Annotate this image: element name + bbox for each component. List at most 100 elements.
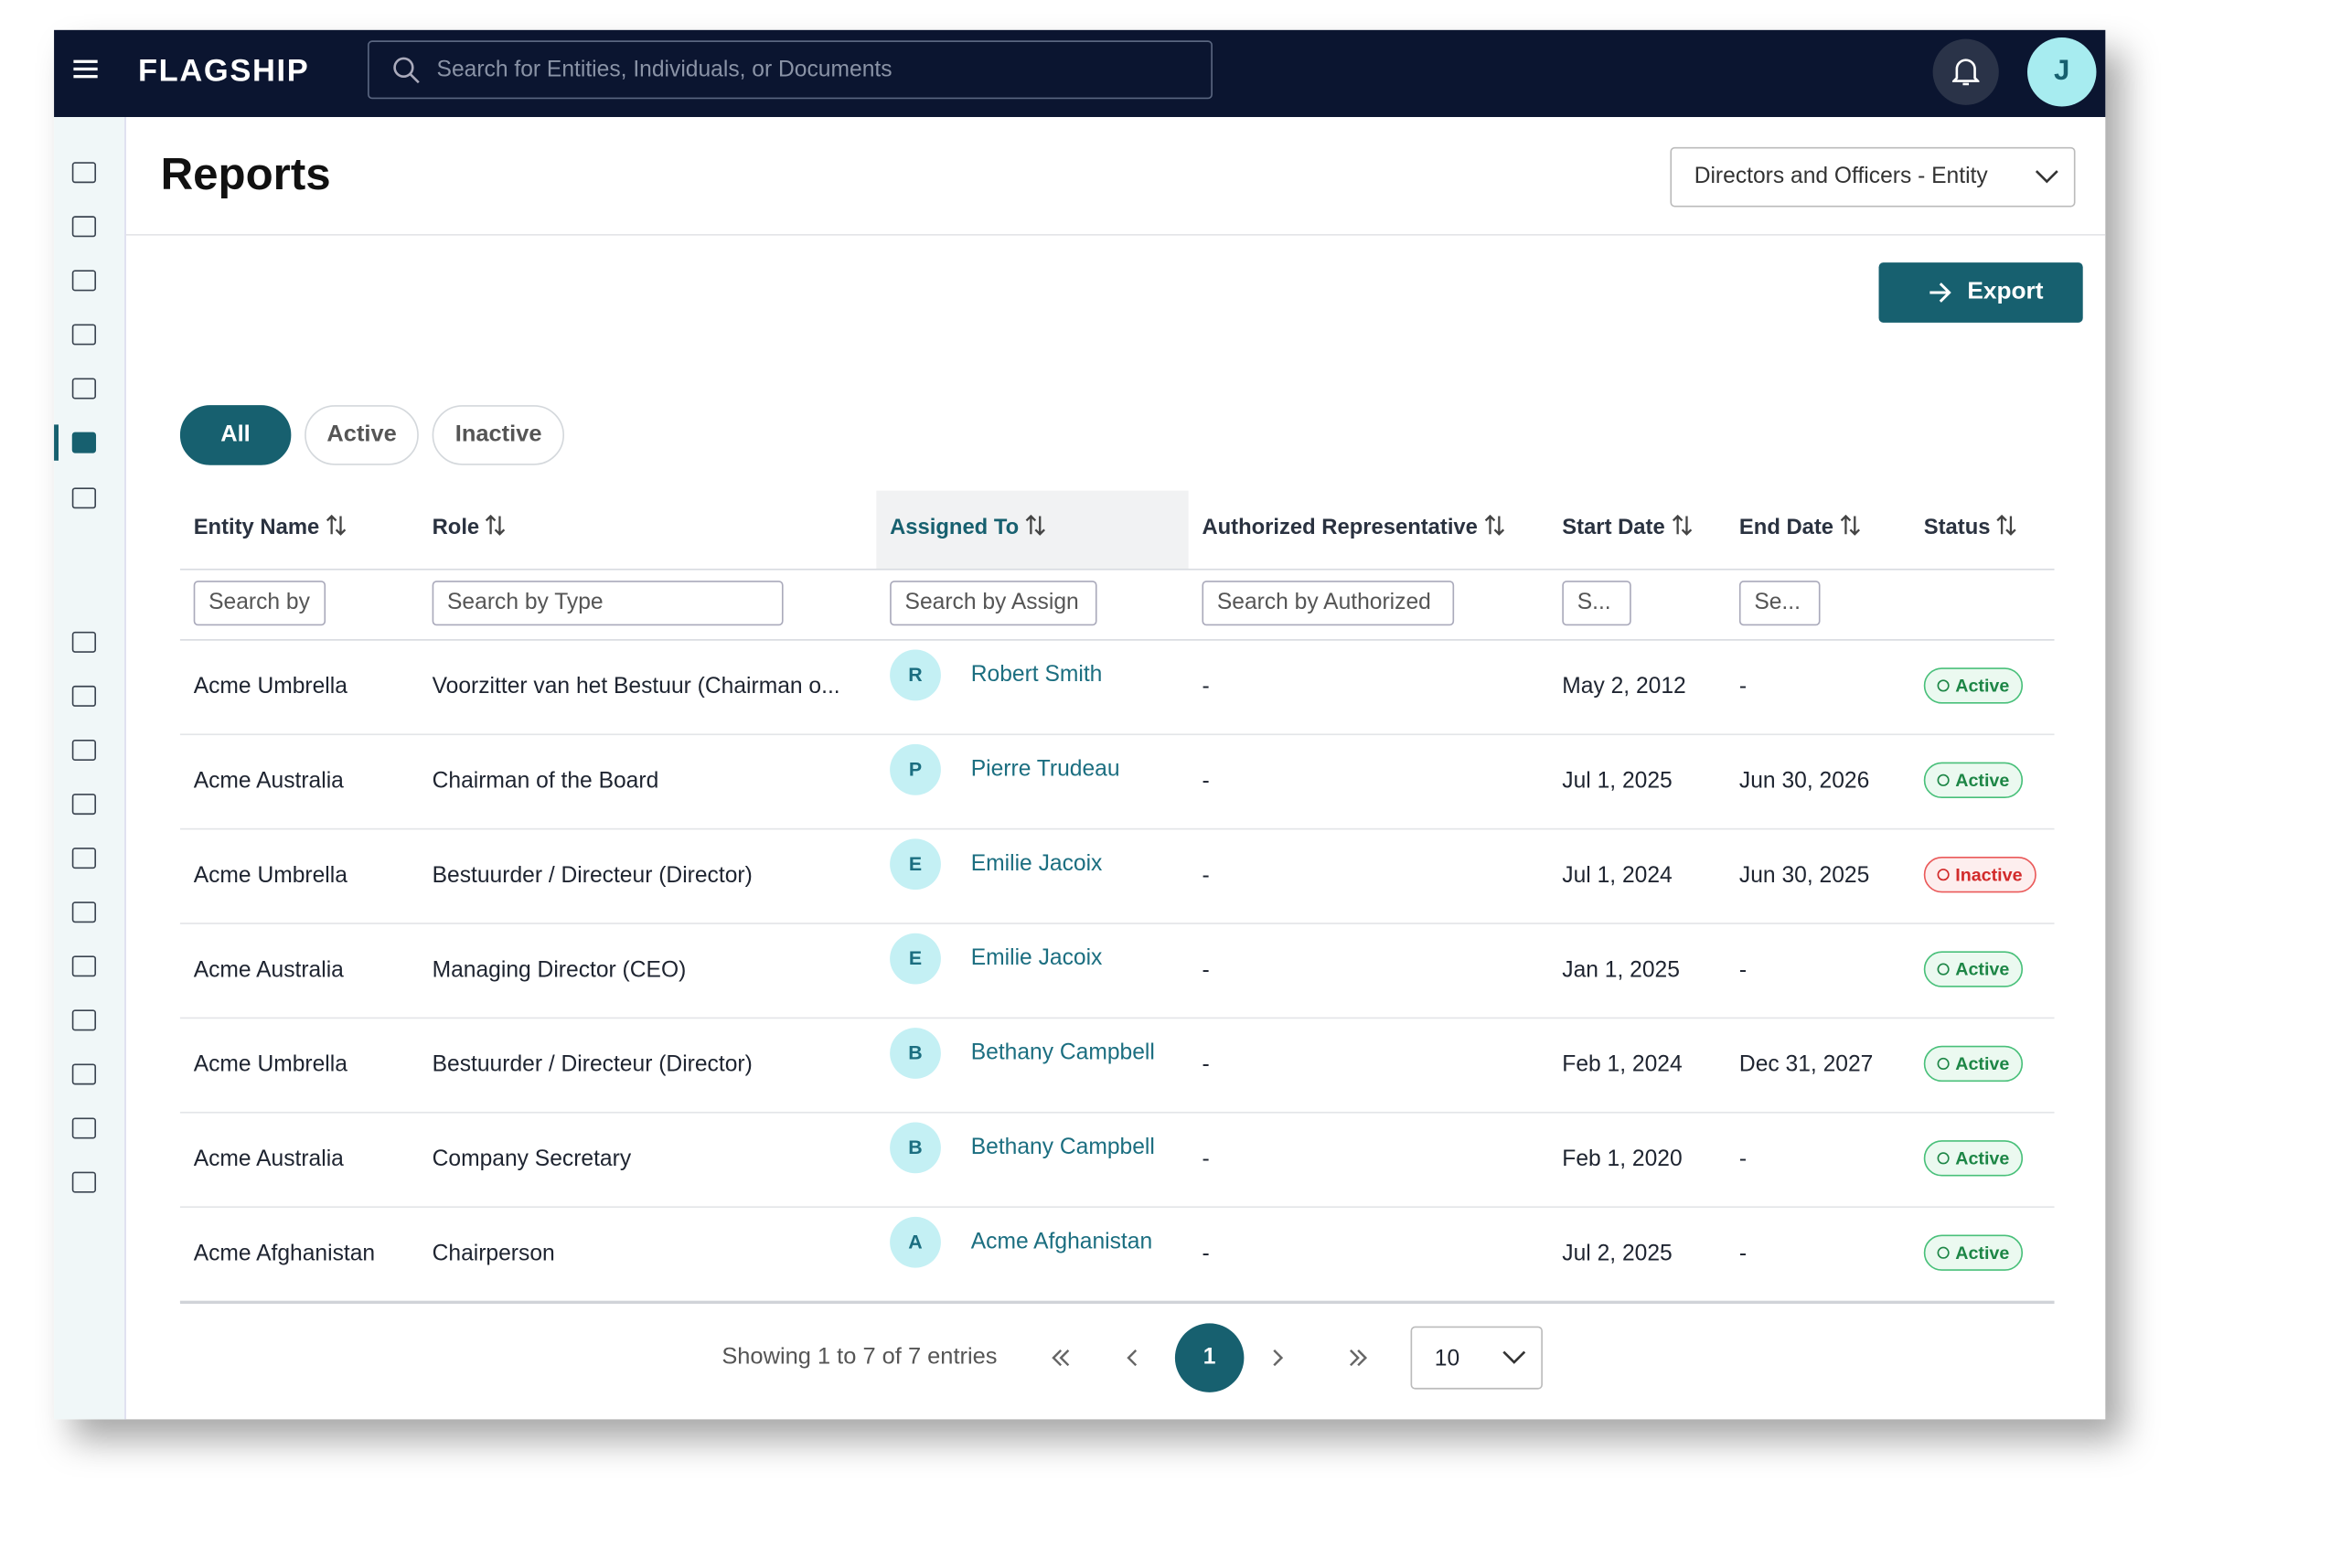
nav-icon[interactable] <box>71 378 97 400</box>
next-page[interactable] <box>1269 1349 1293 1367</box>
table-row: Acme Australia Company Secretary B Bethany … <box>179 1114 2055 1209</box>
export-button[interactable]: Export <box>1878 262 2083 323</box>
search-icon <box>393 57 420 84</box>
assignee-avatar: R <box>890 649 941 701</box>
assignee-avatar: P <box>890 743 941 795</box>
column-header[interactable]: Authorized Representative <box>1202 516 1478 540</box>
assignee-avatar: E <box>890 933 941 985</box>
nav-icon[interactable] <box>71 955 97 977</box>
nav-icon[interactable] <box>71 432 97 453</box>
start-date: Jul 1, 2025 <box>1562 768 1673 795</box>
end-date: - <box>1738 673 1748 699</box>
user-avatar[interactable]: J <box>2026 37 2097 107</box>
nav-icon[interactable] <box>71 270 97 292</box>
sort-icon[interactable] <box>486 514 507 536</box>
column-filter[interactable]: S... <box>1562 581 1631 626</box>
table-row: Acme Umbrella Bestuurder / Directeur (Dir… <box>179 1019 2055 1114</box>
authorized-rep: - <box>1202 956 1210 983</box>
filter-tab[interactable]: Inactive <box>433 405 565 465</box>
nav-icon[interactable] <box>71 1063 97 1085</box>
nav-icon[interactable] <box>71 685 97 707</box>
header-divider <box>179 568 2055 571</box>
column-header[interactable]: Role <box>432 516 480 540</box>
assignee-name[interactable]: Emilie Jacoix <box>970 850 1103 877</box>
column-header[interactable]: Status <box>1923 516 1991 540</box>
assignee-name[interactable]: Acme Afghanistan <box>970 1228 1153 1254</box>
assignee-name[interactable]: Emilie Jacoix <box>970 944 1103 971</box>
notifications[interactable] <box>1932 38 1999 105</box>
nav-icon[interactable] <box>71 162 97 184</box>
pagination: Showing 1 to 7 of 7 entries 1 10 <box>0 1323 2341 1392</box>
report-select[interactable]: Directors and Officers - Entity <box>1670 146 2076 208</box>
entity-name: Acme Umbrella <box>193 1051 347 1078</box>
status-badge: Active <box>1923 762 2024 799</box>
nav-icon[interactable] <box>71 740 97 761</box>
nav-icon[interactable] <box>71 901 97 923</box>
end-date: - <box>1738 956 1748 983</box>
sort-icon[interactable] <box>1483 514 1504 536</box>
nav-icon[interactable] <box>71 1117 97 1139</box>
header-divider <box>179 639 2055 641</box>
end-date: - <box>1738 1146 1748 1172</box>
column-filter[interactable]: Search by Authorized <box>1202 581 1455 626</box>
table-row: Acme Australia Managing Director (CEO) E Em… <box>179 924 2055 1019</box>
sidebar <box>54 116 126 1420</box>
column-filter[interactable]: Search by Type <box>432 581 784 626</box>
sort-icon[interactable] <box>1996 514 2017 536</box>
nav-icon[interactable] <box>71 1171 97 1193</box>
start-date: Jul 1, 2024 <box>1562 862 1673 889</box>
column-header[interactable]: End Date <box>1738 516 1834 540</box>
current-page[interactable]: 1 <box>1174 1323 1245 1392</box>
end-date: Jun 30, 2025 <box>1738 862 1870 889</box>
table-bottom <box>179 1300 2055 1305</box>
page-title: Reports <box>160 150 331 200</box>
nav-icon[interactable] <box>71 631 97 653</box>
window <box>54 29 2106 1420</box>
prev-page[interactable] <box>1124 1349 1148 1367</box>
filter-tab[interactable]: All <box>179 405 292 465</box>
role: Chairman of the Board <box>432 768 659 795</box>
authorized-rep: - <box>1202 768 1210 795</box>
sort-icon[interactable] <box>326 514 347 536</box>
menu-button[interactable] <box>73 59 98 63</box>
divider <box>125 233 2106 236</box>
authorized-rep: - <box>1202 1146 1210 1172</box>
chevron <box>1502 1350 1526 1364</box>
assignee-name[interactable]: Bethany Campbell <box>970 1040 1155 1066</box>
search-box[interactable]: Search for Entities, Individuals, or Doc… <box>368 40 1213 100</box>
assignee-name[interactable]: Pierre Trudeau <box>970 756 1120 782</box>
column-filter[interactable]: Se... <box>1738 581 1821 626</box>
nav-icon[interactable] <box>71 1009 97 1031</box>
column-header[interactable]: Entity Name <box>193 516 320 540</box>
page-size-select[interactable]: 10 <box>1410 1326 1543 1390</box>
start-date: Feb 1, 2024 <box>1562 1051 1683 1078</box>
nav-icon[interactable] <box>71 216 97 238</box>
report-select-value: Directors and Officers - Entity <box>1694 163 1988 189</box>
sort-icon[interactable] <box>1840 514 1861 536</box>
column-filter[interactable]: Search by <box>193 581 326 626</box>
start-date: Jul 2, 2025 <box>1562 1241 1673 1267</box>
sort-icon[interactable] <box>1671 514 1692 536</box>
nav-icon[interactable] <box>71 848 97 869</box>
column-header[interactable]: Assigned To <box>890 516 1020 540</box>
role: Voorzitter van het Bestuur (Chairman o..… <box>432 673 840 699</box>
nav-icon[interactable] <box>71 794 97 816</box>
bell-icon <box>1951 59 1980 86</box>
sort-icon[interactable] <box>1025 514 1046 536</box>
first-page[interactable] <box>1049 1349 1073 1367</box>
start-date: May 2, 2012 <box>1562 673 1686 699</box>
role: Managing Director (CEO) <box>432 956 687 983</box>
entity-name: Acme Australia <box>193 768 344 795</box>
filter-tab[interactable]: Active <box>304 405 420 465</box>
nav-icon[interactable] <box>71 487 97 509</box>
sorted-column-bg <box>876 490 1189 569</box>
nav-icon[interactable] <box>71 324 97 346</box>
assignee-name[interactable]: Robert Smith <box>970 661 1103 688</box>
last-page[interactable] <box>1346 1349 1370 1367</box>
logo[interactable]: FLAGSHIP <box>137 54 310 89</box>
status-tabs: All Active Inactive <box>179 405 565 465</box>
column-filter[interactable]: Search by Assign <box>890 581 1097 626</box>
column-header[interactable]: Start Date <box>1562 516 1665 540</box>
assignee-name[interactable]: Bethany Campbell <box>970 1134 1155 1160</box>
end-date: Dec 31, 2027 <box>1738 1051 1874 1078</box>
